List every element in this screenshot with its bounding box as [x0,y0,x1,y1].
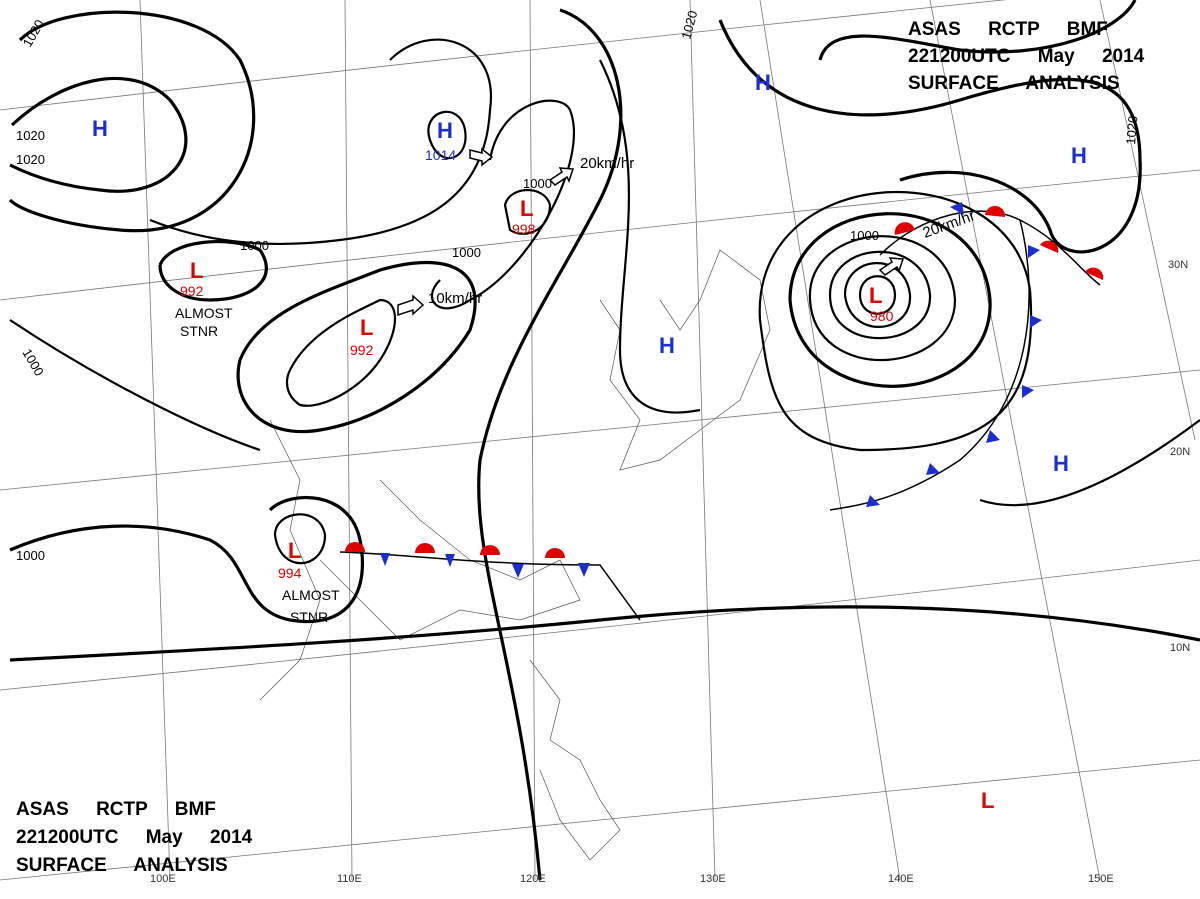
isobar-label: 1000 [850,228,879,243]
pressure-value: 994 [278,565,302,581]
isobar-label: 1000 [452,245,481,260]
low-center: L [869,283,882,308]
movement-speed: 20km/hr [580,155,634,172]
isobar-label: 1020 [678,9,700,41]
pressure-value: 1014 [425,147,456,163]
stationary-note: STNR [180,323,218,339]
movement-speed: 10km/hr [428,290,482,307]
latitude-label: 10N [1170,642,1190,654]
pressure-value: 992 [180,283,204,299]
latitude-label: 20N [1170,446,1190,458]
high-center: H [755,70,771,95]
longitude-label: 150E [1088,873,1114,885]
movement-arrows [397,147,905,317]
header-line: ASAS RCTP BMF [16,799,216,820]
longitude-label: 110E [337,873,362,885]
low-center: L [520,196,533,221]
low-center: L [190,258,203,283]
pressure-value: 998 [512,221,536,237]
low-center: L [288,538,301,563]
header-line: 221200UTC May 2014 [908,46,1145,67]
isobar-label: 1000 [16,548,45,563]
isobar-label: 1020 [16,152,45,167]
low-center: L [360,315,373,340]
high-center: H [659,333,675,358]
stationary-note: ALMOST [282,587,340,603]
longitude-label: 100E [150,873,176,885]
latitude-label: 30N [1168,259,1188,271]
header-line: 221200UTC May 2014 [16,827,253,848]
isobar-label: 1020 [1123,115,1140,145]
stationary-note: STNR [290,609,328,625]
low-center: L [981,788,994,813]
high-center: H [1053,451,1069,476]
longitude-label: 130E [700,873,726,885]
pressure-value: 992 [350,342,374,358]
isobar-label: 1000 [523,176,552,191]
header-line: ASAS RCTP BMF [908,19,1108,40]
pressure-value: 980 [870,308,894,324]
isobar-label: 1020 [16,128,45,143]
longitude-label: 140E [888,873,914,885]
fronts [339,202,1104,621]
longitude-label: 120E [520,873,546,885]
stationary-note: ALMOST [175,305,233,321]
high-center: H [92,116,108,141]
isobar-label: 1000 [240,238,269,253]
coastline [259,249,771,861]
isobars [8,0,1200,881]
header-line: SURFACE ANALYSIS [16,855,228,876]
high-center: H [437,118,453,143]
header-line: SURFACE ANALYSIS [908,73,1120,94]
high-center: H [1071,143,1087,168]
